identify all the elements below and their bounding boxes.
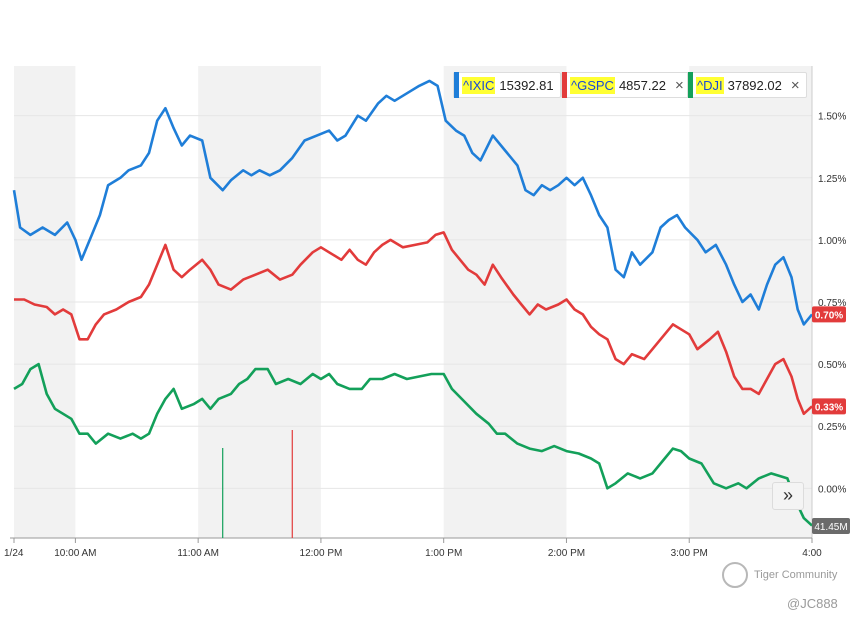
legend-value: 4857.22 bbox=[618, 77, 666, 93]
end-value-label: 0.33% bbox=[815, 402, 843, 413]
y-tick-label: 0.50% bbox=[818, 360, 846, 371]
tiger-logo-icon bbox=[722, 562, 748, 588]
x-tick-label: 3:00 PM bbox=[671, 548, 708, 559]
legend-symbol: ^IXIC bbox=[462, 76, 496, 94]
x-tick-label: 10:00 AM bbox=[54, 548, 96, 559]
volume-label: 41.45M bbox=[814, 522, 847, 533]
legend-color-swatch bbox=[454, 72, 459, 98]
legend-color-swatch bbox=[688, 72, 693, 98]
x-tick-label: 12:00 PM bbox=[300, 548, 343, 559]
y-tick-label: 1.50% bbox=[818, 112, 846, 123]
legend-color-swatch bbox=[562, 72, 567, 98]
y-tick-label: 0.75% bbox=[818, 298, 846, 309]
scroll-forward-button[interactable]: » bbox=[772, 482, 804, 510]
y-tick-label: 1.25% bbox=[818, 174, 846, 185]
legend-gspc[interactable]: ^GSPC 4857.22 × bbox=[561, 72, 691, 98]
close-icon[interactable]: × bbox=[790, 76, 800, 94]
legend-dji[interactable]: ^DJI 37892.02 × bbox=[687, 72, 807, 98]
series-line-dji bbox=[13, 362, 813, 527]
legend-value: 15392.81 bbox=[499, 77, 554, 93]
x-tick-label: 11:00 AM bbox=[177, 548, 219, 559]
legend-value: 37892.02 bbox=[727, 77, 782, 93]
y-tick-label: 0.25% bbox=[818, 422, 846, 433]
watermark-handle: @JC888 bbox=[787, 596, 838, 611]
end-value-badge bbox=[812, 398, 846, 415]
end-value-label: 0.70% bbox=[815, 310, 843, 321]
legend-ixic[interactable]: ^IXIC 15392.81 bbox=[453, 72, 561, 98]
x-tick-label: 4:00 bbox=[802, 548, 822, 559]
x-tick-label: 1:00 PM bbox=[425, 548, 462, 559]
legend-symbol: ^DJI bbox=[696, 76, 724, 94]
y-tick-label: 0.00% bbox=[818, 484, 846, 495]
x-tick-label: 2:00 PM bbox=[548, 548, 585, 559]
volume-badge bbox=[812, 518, 850, 534]
series-line-ixic bbox=[12, 79, 814, 326]
end-value-badge bbox=[812, 306, 846, 323]
close-icon[interactable]: × bbox=[674, 76, 684, 94]
watermark: Tiger Community bbox=[722, 562, 837, 588]
y-tick-label: 1.00% bbox=[818, 236, 846, 247]
series-line-gspc bbox=[14, 231, 813, 416]
x-tick-label: 1/24 bbox=[4, 548, 24, 559]
legend-symbol: ^GSPC bbox=[570, 76, 615, 94]
watermark-brand: Tiger Community bbox=[754, 569, 838, 581]
